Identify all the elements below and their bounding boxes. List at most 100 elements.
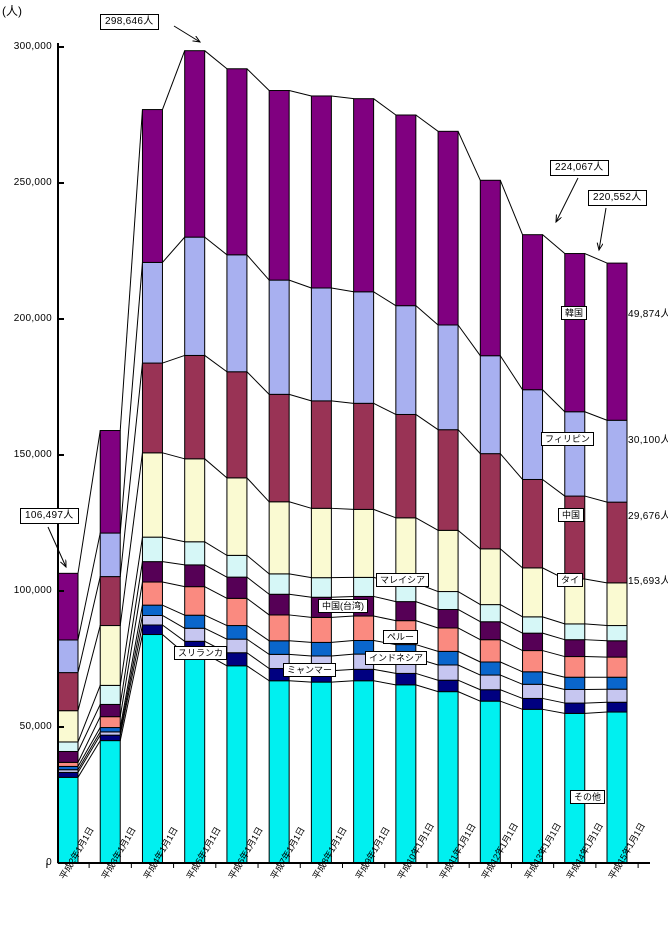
connector-line	[584, 411, 608, 421]
bar-segment	[184, 541, 206, 566]
bar-column	[353, 98, 375, 864]
bar-segment	[437, 691, 459, 864]
bar-segment	[522, 708, 544, 864]
bar-segment	[226, 625, 248, 640]
connector-line	[162, 615, 185, 629]
bar-segment	[353, 291, 375, 404]
connector-line	[373, 291, 397, 307]
connector-line	[246, 638, 270, 655]
connector-line	[584, 253, 608, 264]
segment-label-マレイシア: マレイシア	[376, 573, 430, 587]
bar-segment	[99, 727, 121, 733]
connector-line	[500, 689, 523, 699]
bar-segment	[310, 400, 332, 509]
bar-segment	[226, 665, 248, 864]
connector-line	[457, 131, 481, 181]
bar-segment	[606, 262, 628, 421]
connector-line	[162, 536, 185, 543]
callout-2: 220,552人	[588, 190, 647, 206]
bar-segment	[141, 624, 163, 636]
bar-segment	[479, 700, 501, 864]
callout-arrows	[47, 25, 607, 567]
connector-line	[415, 620, 439, 629]
connector-line	[500, 661, 523, 673]
bar-segment	[141, 604, 163, 616]
connector-line	[542, 708, 565, 714]
segment-label-スリランカ: スリランカ	[174, 646, 228, 660]
connector-line	[373, 402, 397, 415]
bar-segment	[353, 668, 375, 682]
y-axis-tick-label: 100,000	[13, 585, 52, 596]
bar-segment	[141, 561, 163, 583]
connector-line	[373, 615, 396, 622]
connector-line	[289, 573, 312, 579]
segment-label-インドネシア: インドネシア	[365, 651, 428, 665]
bar-segment	[437, 627, 459, 652]
bar-segment	[564, 253, 586, 413]
connector-line	[542, 234, 566, 254]
bar-segment	[226, 68, 248, 256]
bar-column	[57, 572, 79, 864]
callout-3: 106,497人	[20, 508, 79, 524]
callout-0: 298,646人	[100, 14, 159, 30]
connector-line	[246, 625, 270, 642]
connector-line	[289, 501, 312, 509]
connector-line	[415, 517, 439, 531]
connector-line	[77, 576, 101, 673]
bar-segment	[141, 581, 163, 606]
connector-line	[204, 236, 228, 256]
connector-line	[162, 604, 185, 616]
bar-segment	[141, 536, 163, 563]
bar-segment	[99, 576, 121, 627]
connector-line	[584, 711, 608, 714]
connector-line	[415, 114, 439, 132]
bar-segment	[564, 623, 586, 641]
bar-segment	[226, 597, 248, 627]
bar-column	[99, 430, 121, 864]
bar-segment	[606, 701, 628, 713]
connector-line	[457, 650, 481, 663]
connector-line	[77, 625, 101, 711]
connector-line	[457, 591, 481, 606]
bar-column	[437, 130, 459, 864]
connector-line	[77, 704, 101, 752]
bar-segment	[479, 621, 501, 641]
connector-line	[162, 581, 185, 588]
connector-line	[246, 576, 270, 595]
bar-column	[141, 109, 163, 864]
connector-line	[373, 680, 396, 686]
connector-line	[119, 561, 143, 705]
callout-arrow	[556, 177, 579, 222]
bars-layer	[57, 50, 628, 864]
bar-segment	[522, 567, 544, 618]
connector-line	[500, 639, 523, 652]
side-value-中国: 29,676人	[628, 511, 668, 522]
bar-segment	[184, 50, 206, 238]
connector-line	[331, 400, 354, 404]
bar-segment	[437, 130, 459, 326]
connector-line	[584, 656, 608, 658]
bar-segment	[564, 639, 586, 658]
bar-segment	[184, 614, 206, 629]
side-value-タイ: 15,693人	[628, 576, 668, 587]
bar-segment	[479, 548, 501, 606]
connector-line	[457, 691, 481, 702]
y-axis-tick-label: 300,000	[13, 41, 52, 52]
bar-segment	[606, 688, 628, 703]
connector-line	[584, 701, 608, 704]
bar-segment	[606, 656, 628, 678]
bar-segment	[268, 593, 290, 616]
connector-line	[542, 389, 566, 413]
connector-line	[542, 616, 565, 625]
connector-line	[77, 685, 101, 743]
bar-segment	[606, 582, 628, 627]
connector-line	[542, 650, 565, 658]
bar-segment	[437, 664, 459, 681]
connector-line	[246, 371, 270, 395]
bar-segment	[184, 458, 206, 543]
bar-segment	[606, 625, 628, 642]
bar-column	[226, 68, 248, 864]
bar-column	[310, 95, 332, 864]
connector-line	[500, 604, 523, 618]
connector-line	[119, 262, 143, 534]
